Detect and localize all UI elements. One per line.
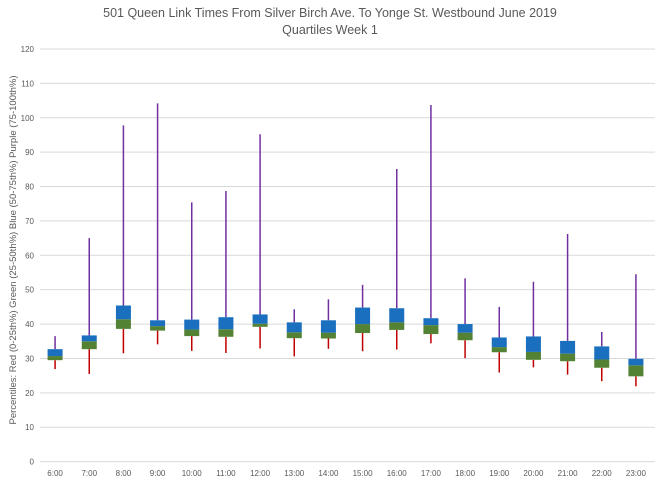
y-tick-label: 90	[25, 148, 34, 157]
x-tick-label: 12:00	[250, 469, 271, 478]
box-lower-quartile	[457, 332, 473, 341]
box-lower-quartile	[218, 329, 234, 337]
box-upper-quartile	[184, 319, 200, 330]
x-tick-label: 23:00	[626, 469, 647, 478]
x-tick-label: 19:00	[489, 469, 510, 478]
x-tick-label: 11:00	[216, 469, 236, 478]
box-11:00	[218, 191, 234, 353]
box-series	[47, 103, 644, 387]
box-upper-quartile	[389, 308, 405, 323]
x-tick-label: 22:00	[592, 469, 613, 478]
box-upper-quartile	[150, 320, 166, 327]
box-6:00	[47, 336, 63, 370]
y-tick-label: 60	[25, 251, 34, 260]
box-17:00	[423, 105, 439, 344]
x-tick-label: 20:00	[523, 469, 544, 478]
box-7:00	[81, 238, 97, 374]
box-lower-quartile	[355, 324, 371, 334]
x-tick-label: 6:00	[47, 469, 63, 478]
y-tick-label: 80	[25, 183, 34, 192]
box-21:00	[560, 233, 576, 375]
box-upper-quartile	[218, 317, 234, 330]
box-lower-quartile	[423, 325, 439, 335]
box-lower-quartile	[320, 332, 336, 339]
box-upper-quartile	[423, 318, 439, 326]
x-tick-label: 8:00	[116, 469, 132, 478]
box-lower-quartile	[389, 322, 405, 330]
box-22:00	[594, 331, 610, 382]
box-19:00	[491, 306, 507, 373]
y-tick-label: 30	[25, 354, 34, 363]
box-18:00	[457, 278, 473, 359]
box-9:00	[150, 103, 166, 345]
y-tick-label: 20	[25, 389, 34, 398]
x-tick-label: 16:00	[387, 469, 408, 478]
box-lower-quartile	[252, 323, 268, 327]
x-tick-label: 18:00	[455, 469, 476, 478]
box-12:00	[252, 134, 268, 349]
box-lower-quartile	[560, 353, 576, 362]
y-tick-label: 50	[25, 286, 34, 295]
box-lower-quartile	[47, 356, 63, 361]
box-upper-quartile	[252, 314, 268, 324]
box-23:00	[628, 274, 644, 387]
x-tick-label: 13:00	[284, 469, 305, 478]
box-lower-quartile	[491, 347, 507, 353]
box-13:00	[286, 309, 302, 357]
x-tick-label: 14:00	[318, 469, 339, 478]
x-tick-label: 21:00	[558, 469, 579, 478]
box-lower-quartile	[184, 329, 200, 337]
chart-subtitle: Quartiles Week 1	[282, 23, 378, 37]
box-lower-quartile	[150, 326, 166, 331]
box-upper-quartile	[560, 340, 576, 354]
y-tick-label: 110	[21, 79, 34, 88]
box-upper-quartile	[320, 320, 336, 333]
box-upper-quartile	[628, 358, 644, 366]
x-tick-label: 15:00	[353, 469, 374, 478]
box-15:00	[355, 284, 371, 352]
box-20:00	[525, 281, 541, 368]
y-tick-label: 40	[25, 320, 34, 329]
y-tick-label: 0	[30, 458, 35, 467]
box-lower-quartile	[525, 351, 541, 360]
box-upper-quartile	[286, 322, 302, 333]
box-lower-quartile	[286, 332, 302, 339]
x-tick-label: 10:00	[182, 469, 203, 478]
y-axis-ticks: 0 10 20 30 40 50 60 70 80 90 100 110 120	[21, 45, 35, 467]
box-lower-quartile	[81, 341, 97, 350]
box-lower-quartile	[115, 319, 131, 329]
chart-title: 501 Queen Link Times From Silver Birch A…	[103, 6, 557, 20]
box-lower-quartile	[594, 359, 610, 368]
x-axis-ticks: 6:00 7:00 8:00 9:00 10:00 11:00 12:00 13:00 14:0…	[47, 469, 646, 478]
box-14:00	[320, 299, 336, 349]
box-upper-quartile	[594, 346, 610, 360]
box-lower-quartile	[628, 365, 644, 377]
y-tick-label: 100	[21, 114, 35, 123]
gridlines	[40, 48, 655, 463]
box-16:00	[389, 168, 405, 350]
box-upper-quartile	[525, 336, 541, 352]
box-10:00	[184, 202, 200, 351]
box-8:00	[115, 125, 131, 354]
y-tick-label: 70	[25, 217, 34, 226]
x-tick-label: 17:00	[421, 469, 442, 478]
box-upper-quartile	[81, 335, 97, 342]
box-upper-quartile	[457, 324, 473, 333]
x-tick-label: 9:00	[150, 469, 166, 478]
box-upper-quartile	[115, 305, 131, 320]
box-upper-quartile	[491, 337, 507, 348]
box-upper-quartile	[355, 307, 371, 325]
x-tick-label: 7:00	[81, 469, 97, 478]
y-axis-label: Percentiles: Red (0-25th%) Green (25-50t…	[8, 75, 19, 424]
box-upper-quartile	[47, 349, 63, 357]
y-tick-label: 120	[21, 45, 35, 54]
y-tick-label: 10	[25, 423, 34, 432]
